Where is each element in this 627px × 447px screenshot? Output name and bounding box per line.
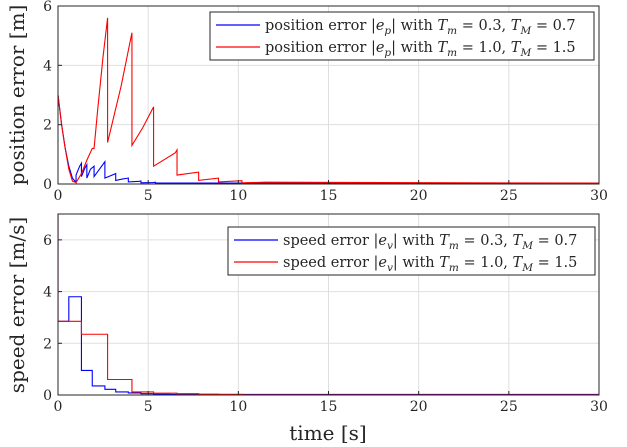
speed-error-panel: 0 5 10 15 20 25 30 0 2 4 6 speed error [m/s] time … bbox=[5, 213, 608, 445]
x-tick-label: 30 bbox=[590, 399, 608, 415]
legend-text-part: m bbox=[449, 262, 459, 274]
legend-text-part: = 1.0, bbox=[459, 255, 513, 271]
legend-text-part: T bbox=[513, 255, 524, 271]
legend-text-part: T bbox=[439, 255, 450, 271]
x-tick-label: 0 bbox=[54, 399, 63, 415]
y-axis-label: speed error [m/s] bbox=[5, 217, 29, 393]
x-tick-label: 30 bbox=[590, 188, 608, 204]
legend: speed error |ev| with Tm = 0.3, TM = 0.7… bbox=[227, 226, 596, 276]
legend-text-part: p bbox=[384, 47, 391, 59]
series-line-2 bbox=[58, 17, 599, 184]
y-tick-label: 6 bbox=[43, 233, 52, 249]
legend-text-part: M bbox=[519, 25, 531, 37]
legend-text-part: position error bbox=[265, 40, 371, 56]
legend-text-part: = 0.3, bbox=[457, 18, 511, 34]
legend-text-part: = 0.7 bbox=[531, 18, 575, 34]
series-line-1 bbox=[58, 214, 599, 395]
legend-box bbox=[209, 11, 595, 61]
legend-text-part: |e bbox=[371, 40, 384, 56]
legend-text-part: m bbox=[447, 25, 457, 37]
legend-text-part: speed error bbox=[283, 255, 374, 271]
series-line-1 bbox=[58, 94, 599, 184]
legend-text-part: M bbox=[521, 262, 533, 274]
y-tick-label: 2 bbox=[43, 118, 52, 134]
legend-text-part: v bbox=[387, 240, 393, 252]
legend-label: position error |ep| with Tm = 1.0, TM = … bbox=[265, 40, 576, 59]
legend-text-part: m bbox=[449, 240, 459, 252]
legend-text-part: = 1.5 bbox=[533, 255, 577, 271]
legend-text-part: T bbox=[437, 18, 448, 34]
legend-text-part: | with bbox=[393, 233, 439, 249]
y-tick-label: 4 bbox=[43, 58, 52, 74]
legend-text-part: m bbox=[447, 47, 457, 59]
legend-text-part: = 1.5 bbox=[531, 40, 575, 56]
x-tick-label: 5 bbox=[144, 188, 153, 204]
legend: position error |ep| with Tm = 0.3, TM = … bbox=[209, 11, 595, 61]
legend-text-part: T bbox=[439, 233, 450, 249]
legend-text-part: = 0.7 bbox=[533, 233, 577, 249]
series-line-2 bbox=[58, 214, 599, 395]
legend-text-part: v bbox=[387, 262, 393, 274]
legend-text-part: M bbox=[521, 240, 533, 252]
legend-text-part: |e bbox=[374, 233, 387, 249]
x-tick-label: 10 bbox=[229, 399, 247, 415]
x-tick-label: 0 bbox=[54, 188, 63, 204]
legend-text-part: position error bbox=[265, 18, 371, 34]
legend-label: position error |ep| with Tm = 0.3, TM = … bbox=[265, 18, 576, 37]
x-tick-label: 25 bbox=[500, 188, 518, 204]
legend-text-part: T bbox=[513, 233, 524, 249]
y-tick-label: 0 bbox=[43, 388, 52, 404]
legend-text-part: T bbox=[437, 40, 448, 56]
x-tick-label: 5 bbox=[144, 399, 153, 415]
y-tick-label: 4 bbox=[43, 285, 52, 301]
y-tick-label: 0 bbox=[43, 177, 52, 193]
legend-text-part: |e bbox=[374, 255, 387, 271]
legend-text-part: = 0.3, bbox=[459, 233, 513, 249]
legend-text-part: speed error bbox=[283, 233, 374, 249]
y-tick-label: 6 bbox=[43, 0, 52, 15]
y-tick-label: 2 bbox=[43, 336, 52, 352]
legend-label: speed error |ev| with Tm = 1.0, TM = 1.5 bbox=[283, 255, 577, 274]
legend-text-part: = 1.0, bbox=[457, 40, 511, 56]
legend-box bbox=[227, 226, 596, 276]
x-tick-label: 10 bbox=[229, 188, 247, 204]
x-tick-label: 15 bbox=[320, 399, 338, 415]
y-axis-label: position error [m] bbox=[5, 5, 29, 186]
legend-label: speed error |ev| with Tm = 0.3, TM = 0.7 bbox=[283, 233, 577, 252]
legend-text-part: M bbox=[519, 47, 531, 59]
x-tick-label: 25 bbox=[500, 399, 518, 415]
x-tick-label: 15 bbox=[320, 188, 338, 204]
x-tick-label: 20 bbox=[410, 399, 428, 415]
legend-text-part: p bbox=[384, 25, 391, 37]
x-tick-label: 20 bbox=[410, 188, 428, 204]
legend-text-part: | with bbox=[391, 40, 437, 56]
position-error-panel: 0 5 10 15 20 25 30 0 2 4 6 position error [m] posi… bbox=[5, 0, 608, 204]
legend-text-part: | with bbox=[391, 18, 437, 34]
legend-text-part: |e bbox=[371, 18, 384, 34]
legend-text-part: T bbox=[511, 40, 522, 56]
x-axis-label: time [s] bbox=[289, 421, 366, 445]
legend-text-part: T bbox=[511, 18, 522, 34]
legend-text-part: | with bbox=[393, 255, 439, 271]
